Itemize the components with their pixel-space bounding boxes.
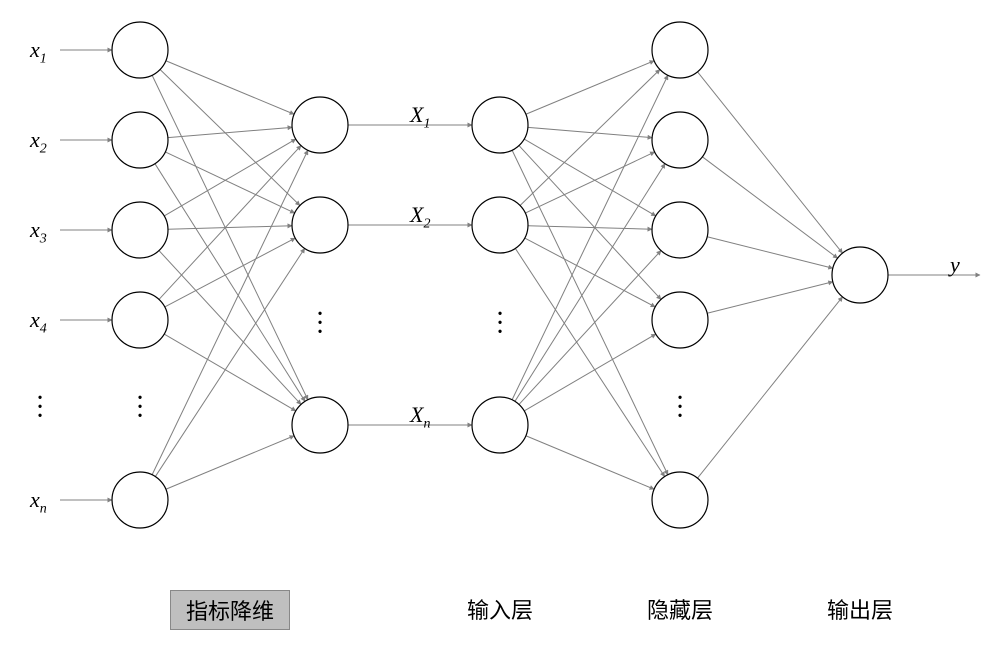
ellipsis-layer2: ··· xyxy=(495,312,505,339)
node-layer2 xyxy=(472,197,528,253)
node-layer0 xyxy=(112,202,168,258)
layer-caption: 输出层 xyxy=(805,590,915,628)
input-label: xn xyxy=(30,487,47,517)
layer-caption: 指标降维 xyxy=(170,590,290,630)
node-layer1 xyxy=(292,197,348,253)
layer-caption: 输入层 xyxy=(445,590,555,628)
node-layer4 xyxy=(832,247,888,303)
mid-label: X2 xyxy=(410,202,430,232)
input-label: x1 xyxy=(30,37,47,67)
node-layer2 xyxy=(472,397,528,453)
node-layer0 xyxy=(112,112,168,168)
ellipsis-layer1: ··· xyxy=(315,312,325,339)
node-layer3 xyxy=(652,202,708,258)
node-layer0 xyxy=(112,292,168,348)
input-label: x2 xyxy=(30,127,47,157)
node-layer3 xyxy=(652,22,708,78)
input-label: x3 xyxy=(30,217,47,247)
node-layer3 xyxy=(652,292,708,348)
node-layer3 xyxy=(652,472,708,528)
ellipsis-layer3: ··· xyxy=(675,396,685,423)
node-layer1 xyxy=(292,97,348,153)
mid-label: Xn xyxy=(410,402,430,432)
ellipsis-layer0: ··· xyxy=(135,396,145,423)
input-label: x4 xyxy=(30,307,47,337)
node-layer3 xyxy=(652,112,708,168)
node-layer1 xyxy=(292,397,348,453)
layer-caption: 隐藏层 xyxy=(625,590,735,628)
node-layer0 xyxy=(112,22,168,78)
node-layer2 xyxy=(472,97,528,153)
output-label: y xyxy=(950,252,960,278)
node-layer0 xyxy=(112,472,168,528)
mid-label: X1 xyxy=(410,102,430,132)
ellipsis-input-labels: ··· xyxy=(35,396,45,423)
